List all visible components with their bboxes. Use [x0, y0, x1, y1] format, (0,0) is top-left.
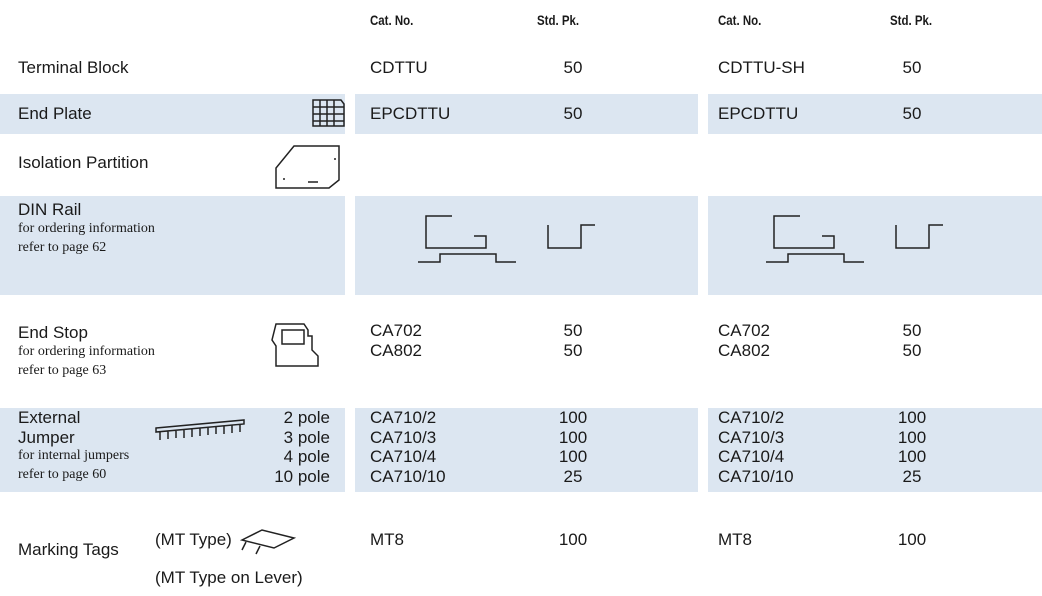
catalog-number: CA702	[718, 321, 770, 340]
partition-icon	[275, 145, 340, 189]
pack-quantity: 50	[563, 104, 583, 123]
din-rail-b	[766, 215, 943, 263]
pack-quantity: 50	[902, 340, 922, 360]
row-shade	[708, 196, 1042, 295]
row-note: refer to page 60	[18, 467, 107, 482]
catalog-number: MT8	[718, 530, 752, 549]
catalog-number: CA710/2	[370, 408, 437, 427]
row-note: refer to page 62	[18, 240, 107, 255]
catalog-number: CA702	[370, 321, 422, 340]
row-shade	[708, 94, 1042, 134]
row-note: for ordering information	[18, 221, 155, 236]
pack-quantity: 100	[558, 530, 588, 549]
row-label: End Stop	[18, 323, 88, 342]
row-shade	[0, 196, 345, 295]
row-note: refer to page 63	[18, 363, 107, 378]
row-option: 10 pole	[274, 466, 330, 486]
catalog-number: MT8	[370, 530, 404, 549]
catalog-number: CA710/3	[370, 427, 437, 447]
catalog-number: CA710/4	[718, 447, 785, 466]
pack-quantity: 100	[558, 447, 588, 466]
column-header: Cat. No.	[370, 12, 414, 28]
pack-quantity: 100	[897, 427, 927, 447]
row-shade	[355, 408, 698, 492]
pack-quantity: 100	[897, 408, 927, 427]
row-note: for ordering information	[18, 344, 155, 359]
column-header: Std. Pk.	[890, 12, 933, 28]
catalog-number: CDTTU	[370, 58, 428, 77]
marking-tag-icon	[239, 529, 297, 555]
pack-quantity: 50	[902, 321, 922, 340]
row-option: 3 pole	[283, 427, 330, 447]
catalog-number: EPCDTTU	[370, 104, 451, 123]
catalog-number: CA710/10	[718, 466, 794, 486]
catalog-number: CA710/10	[370, 466, 446, 486]
column-header: Cat. No.	[718, 12, 762, 28]
row-shade	[708, 408, 1042, 492]
row-shade	[0, 94, 345, 134]
row-shade	[355, 94, 698, 134]
pack-quantity: 50	[563, 321, 583, 340]
pack-quantity: 100	[897, 447, 927, 466]
pack-quantity: 100	[897, 530, 927, 549]
pack-quantity: 100	[558, 427, 588, 447]
end-stop-icon	[271, 323, 319, 367]
row-option: (MT Type on Lever)	[155, 568, 303, 587]
column-header: Std. Pk.	[537, 12, 580, 28]
pack-quantity: 50	[902, 58, 922, 77]
catalog-number: CA710/4	[370, 447, 437, 466]
end-plate-icon	[312, 99, 345, 127]
row-label: Terminal Block	[18, 58, 129, 77]
row-label: End Plate	[18, 104, 92, 123]
row-shade	[355, 196, 698, 295]
catalog-number: CDTTU-SH	[718, 58, 805, 77]
catalog-number: CA802	[370, 340, 422, 360]
din-rail-a	[418, 215, 595, 263]
pack-quantity: 50	[902, 104, 922, 123]
pack-quantity: 25	[902, 466, 922, 486]
row-label: External Jumper	[18, 408, 81, 447]
row-option: 2 pole	[283, 408, 330, 427]
jumper-icon	[155, 419, 245, 440]
row-label: Isolation Partition	[18, 153, 149, 172]
row-note: for internal jumpers	[18, 448, 130, 463]
row-label: Marking Tags	[18, 540, 119, 559]
row-option: 4 pole	[283, 447, 330, 466]
catalog-number: EPCDTTU	[718, 104, 799, 123]
pack-quantity: 25	[563, 466, 583, 486]
row-shade	[0, 408, 345, 492]
row-label: DIN Rail	[18, 200, 82, 219]
row-option: (MT Type)	[155, 530, 232, 549]
pack-quantity: 50	[563, 340, 583, 360]
pack-quantity: 100	[558, 408, 588, 427]
catalog-number: CA710/2	[718, 408, 785, 427]
pack-quantity: 50	[563, 58, 583, 77]
catalog-number: CA710/3	[718, 427, 785, 447]
catalog-number: CA802	[718, 340, 770, 360]
